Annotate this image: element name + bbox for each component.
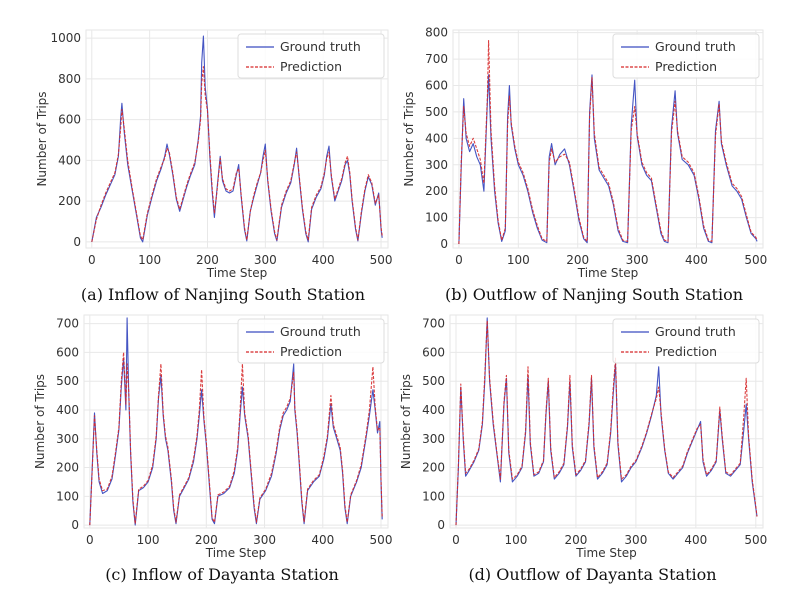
y-axis-label: Number of Trips (33, 374, 47, 469)
y-tick-label: 600 (56, 345, 79, 359)
legend-label: Prediction (280, 59, 342, 74)
subplot-d: 0 100 200 300 400 500 0 100 200 300 400 500 600 700 Ti… (399, 314, 767, 584)
x-tick-label: 300 (626, 253, 649, 267)
x-tick-label: 100 (507, 253, 530, 267)
subplot-caption: (d) Outflow of Dayanta Station (468, 565, 716, 584)
y-tick-label: 200 (56, 461, 79, 475)
legend-label: Prediction (655, 344, 717, 359)
y-tick-label: 500 (422, 374, 445, 388)
y-tick-label: 500 (56, 374, 79, 388)
x-axis-label: Time Step (205, 546, 267, 560)
y-tick-label: 300 (56, 432, 79, 446)
x-axis-label: Time Step (206, 266, 268, 280)
legend-label: Ground truth (280, 39, 361, 54)
x-tick-label: 200 (566, 253, 589, 267)
y-tick-label: 400 (422, 403, 445, 417)
x-tick-label: 0 (452, 533, 460, 547)
x-tick-label: 0 (455, 253, 463, 267)
subplot-caption: (a) Inflow of Nanjing South Station (81, 285, 365, 304)
legend-box (237, 33, 385, 79)
y-axis-label: Number of Trips (399, 374, 413, 469)
y-tick-label: 600 (58, 113, 81, 127)
y-tick-label: 100 (425, 211, 448, 225)
y-tick-label: 300 (422, 432, 445, 446)
x-tick-label: 500 (370, 253, 393, 267)
y-tick-label: 0 (71, 518, 79, 532)
y-tick-label: 200 (422, 461, 445, 475)
y-tick-label: 300 (425, 158, 448, 172)
x-tick-label: 0 (88, 253, 96, 267)
x-tick-label: 500 (744, 253, 767, 267)
x-tick-label: 200 (564, 533, 587, 547)
x-tick-label: 100 (138, 253, 161, 267)
y-tick-label: 800 (58, 72, 81, 86)
y-tick-label: 400 (425, 131, 448, 145)
x-tick-label: 400 (685, 253, 708, 267)
y-tick-label: 1000 (50, 31, 81, 45)
x-tick-label: 300 (624, 533, 647, 547)
x-axis-label: Time Step (575, 546, 637, 560)
x-tick-label: 100 (505, 533, 528, 547)
x-tick-label: 400 (311, 533, 334, 547)
subplot-b: 0 100 200 300 400 500 0 100 200 300 400 500 600 700 80… (402, 26, 767, 304)
x-axis-label: Time Step (577, 266, 639, 280)
y-tick-label: 200 (58, 194, 81, 208)
legend-label: Ground truth (655, 39, 736, 54)
legend-label: Ground truth (655, 324, 736, 339)
y-tick-label: 700 (56, 317, 79, 331)
legend: Ground truth Prediction (612, 33, 760, 79)
legend-label: Prediction (655, 59, 717, 74)
y-tick-label: 0 (73, 235, 81, 249)
x-tick-label: 300 (254, 253, 277, 267)
legend-box (612, 33, 760, 79)
legend-label: Ground truth (280, 324, 361, 339)
subplot-caption: (b) Outflow of Nanjing South Station (445, 285, 743, 304)
prediction-series-line (89, 351, 383, 526)
x-tick-label: 500 (744, 533, 767, 547)
subplot-caption: (c) Inflow of Dayanta Station (105, 565, 339, 584)
y-tick-label: 600 (422, 345, 445, 359)
x-tick-label: 300 (253, 533, 276, 547)
y-axis-label: Number of Trips (35, 91, 49, 186)
legend-box (237, 318, 385, 364)
y-tick-label: 600 (425, 78, 448, 92)
x-tick-label: 100 (137, 533, 160, 547)
x-tick-label: 200 (195, 533, 218, 547)
x-tick-label: 200 (196, 253, 219, 267)
legend: Ground truth Prediction (237, 318, 385, 364)
x-tick-label: 500 (370, 533, 393, 547)
y-tick-label: 100 (422, 489, 445, 503)
prediction-series-line (91, 66, 383, 243)
y-tick-label: 500 (425, 105, 448, 119)
y-tick-label: 0 (440, 237, 448, 251)
subplot-c: 0 100 200 300 400 500 0 100 200 300 400 500 600 700 Ti… (33, 314, 393, 584)
y-axis-label: Number of Trips (402, 91, 416, 186)
legend-box (612, 318, 760, 364)
y-tick-label: 700 (425, 52, 448, 66)
y-tick-label: 400 (56, 403, 79, 417)
subplot-a: 0 100 200 300 400 500 0 200 400 600 800 1000 Time St… (35, 29, 393, 304)
legend-label: Prediction (280, 344, 342, 359)
x-tick-label: 0 (86, 533, 94, 547)
y-tick-label: 700 (422, 317, 445, 331)
legend: Ground truth Prediction (237, 33, 385, 79)
y-tick-label: 800 (425, 26, 448, 40)
legend: Ground truth Prediction (612, 318, 760, 364)
prediction-series-line (455, 320, 758, 526)
x-tick-label: 400 (684, 533, 707, 547)
prediction-series-line (458, 40, 758, 245)
y-tick-label: 400 (58, 153, 81, 167)
y-tick-label: 100 (56, 489, 79, 503)
y-tick-label: 0 (437, 518, 445, 532)
y-tick-label: 200 (425, 184, 448, 198)
x-tick-label: 400 (312, 253, 335, 267)
